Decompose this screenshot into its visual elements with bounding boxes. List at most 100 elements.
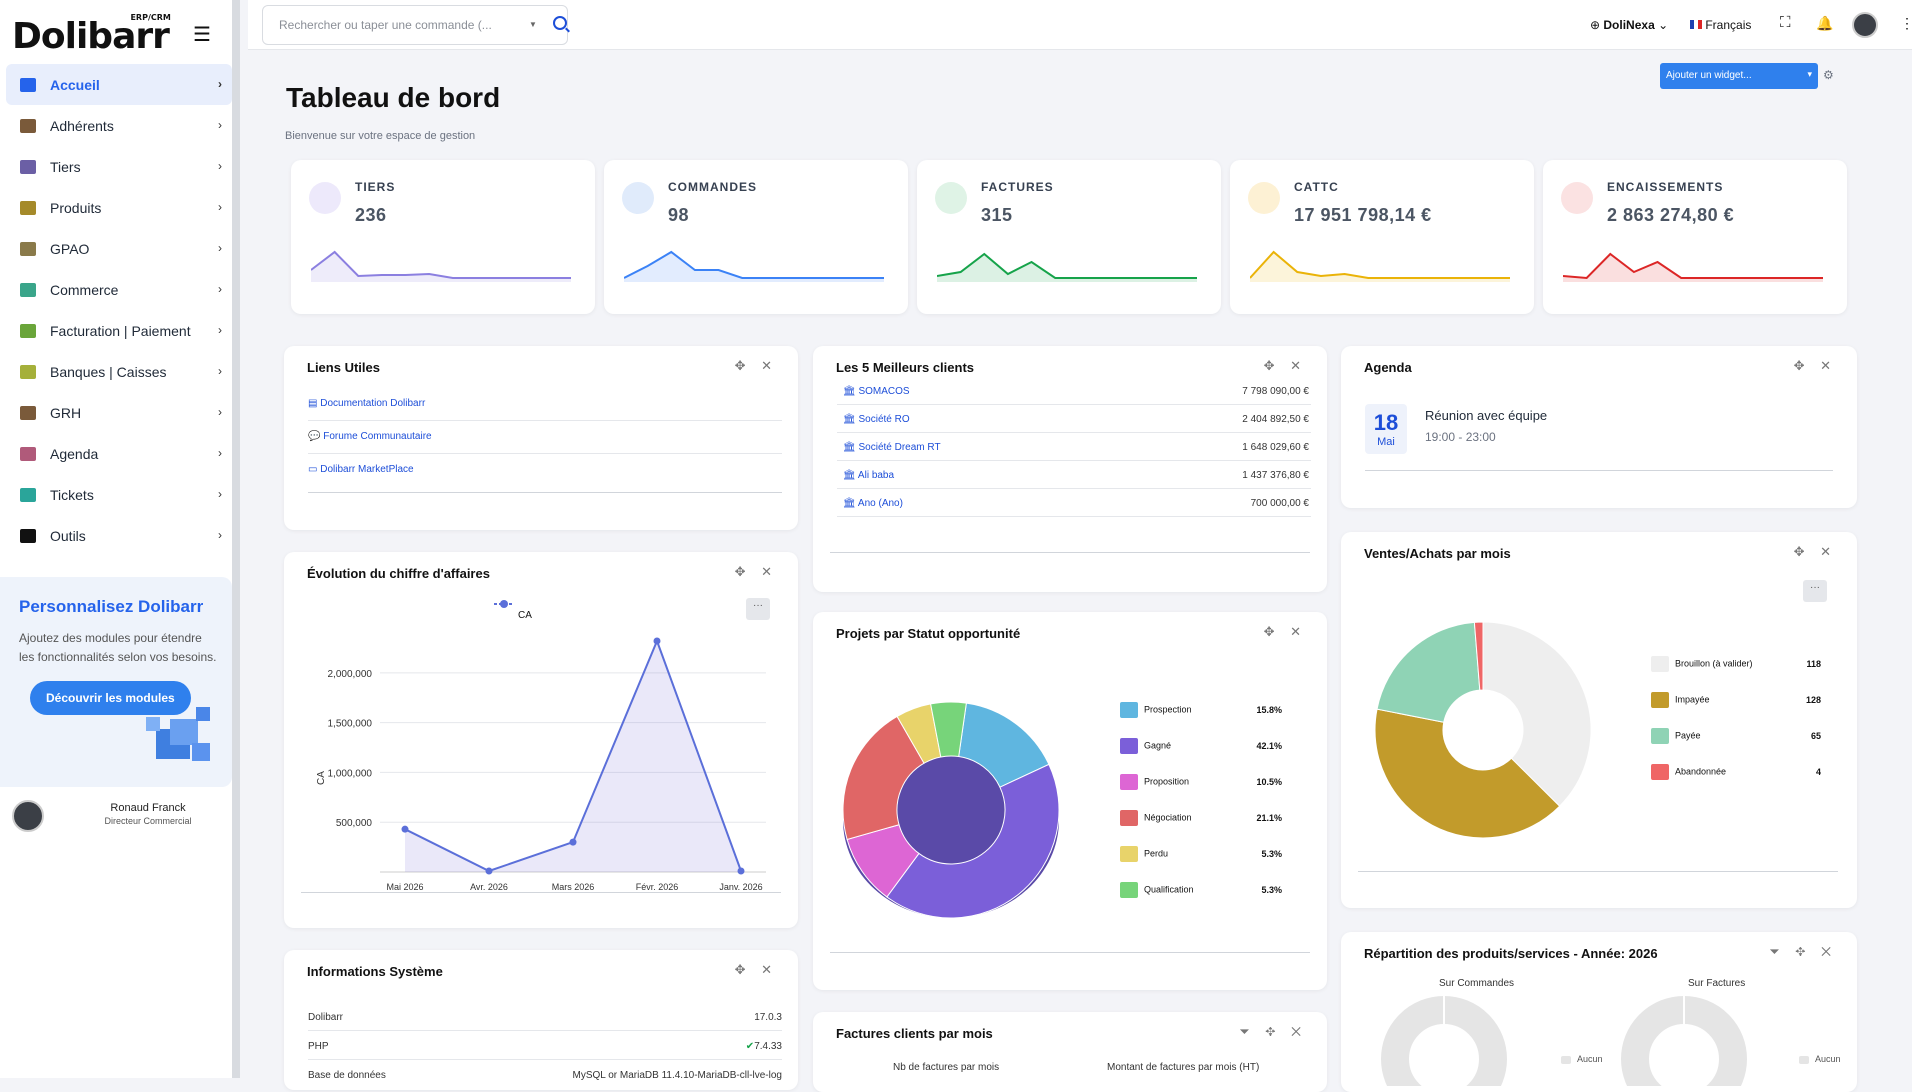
menu-item-icon bbox=[20, 118, 36, 133]
widget-controls[interactable]: ⏷ ✥ ✕ bbox=[1769, 944, 1837, 959]
sidebar-item-11[interactable]: Outils › bbox=[6, 515, 232, 556]
check-icon: ✔ bbox=[745, 1041, 755, 1052]
search-input[interactable]: Rechercher ou taper une commande (... ▼ bbox=[262, 5, 568, 45]
kpi-sparkline bbox=[1563, 252, 1823, 282]
kpi-card[interactable]: TIERS 236 bbox=[291, 160, 595, 314]
search-placeholder: Rechercher ou taper une commande (... bbox=[279, 18, 492, 32]
menu-toggle-icon[interactable]: ☰ bbox=[193, 24, 211, 46]
widget-controls[interactable]: ✥ ✕ bbox=[1263, 624, 1307, 639]
menu-item-icon bbox=[20, 323, 36, 338]
chevron-right-icon: › bbox=[218, 118, 222, 132]
legend-item[interactable]: Perdu 5.3% bbox=[1120, 846, 1282, 862]
event-date: 18 Mai bbox=[1365, 404, 1407, 454]
client-link[interactable]: 🏛 Société Dream RT bbox=[843, 442, 941, 453]
widget-controls[interactable]: ✥ ✕ bbox=[734, 962, 778, 977]
client-link[interactable]: 🏛 Société RO bbox=[843, 414, 910, 425]
bell-icon[interactable]: 🔔 bbox=[1816, 15, 1834, 31]
link-documentation[interactable]: ▤ Documentation Dolibarr bbox=[308, 398, 426, 409]
client-link[interactable]: 🏛 Ali baba bbox=[843, 470, 895, 481]
y-tick-label: 1,000,000 bbox=[328, 768, 373, 779]
logo[interactable]: Dolibarr ERP/CRM bbox=[12, 13, 171, 57]
legend-item[interactable]: Proposition 10.5% bbox=[1120, 774, 1282, 790]
data-point bbox=[737, 867, 745, 875]
chart-title-amount: Montant de factures par mois (HT) bbox=[1107, 1062, 1260, 1073]
pie-slice-5 bbox=[930, 701, 967, 758]
sidebar-item-5[interactable]: Commerce › bbox=[6, 269, 232, 310]
widget-controls[interactable]: ✥ ✕ bbox=[734, 564, 778, 579]
chevron-right-icon: › bbox=[218, 528, 222, 542]
kpi-icon bbox=[1248, 182, 1280, 214]
sidebar-item-label: GRH bbox=[50, 404, 82, 421]
sidebar-item-2[interactable]: Tiers › bbox=[6, 146, 232, 187]
client-link[interactable]: 🏛 Ano (Ano) bbox=[843, 498, 903, 509]
sidebar-item-3[interactable]: Produits › bbox=[6, 187, 232, 228]
kpi-label: CATTC bbox=[1294, 180, 1339, 194]
user-avatar[interactable] bbox=[1852, 12, 1878, 38]
discover-modules-button[interactable]: Découvrir les modules bbox=[30, 681, 191, 715]
avatar[interactable] bbox=[12, 800, 44, 832]
legend-item[interactable]: Gagné 42.1% bbox=[1120, 738, 1282, 754]
event-title[interactable]: Réunion avec équipe bbox=[1425, 408, 1548, 423]
chart-menu-button[interactable]: ··· bbox=[746, 598, 770, 620]
legend-item[interactable]: Abandonnée 4 bbox=[1651, 764, 1821, 780]
link-forum[interactable]: 💬 Forume Communautaire bbox=[308, 431, 432, 442]
widget-title: Factures clients par mois bbox=[836, 1026, 993, 1041]
promo-title: Personnalisez Dolibarr bbox=[19, 597, 204, 616]
fullscreen-icon[interactable]: ⛶ bbox=[1780, 14, 1791, 31]
client-amount: 1 437 376,80 € bbox=[1242, 470, 1309, 481]
client-link[interactable]: 🏛 SOMACOS bbox=[843, 386, 910, 397]
data-point bbox=[485, 867, 493, 875]
sidebar-item-10[interactable]: Tickets › bbox=[6, 474, 232, 515]
widget-controls[interactable]: ✥ ✕ bbox=[1793, 544, 1837, 559]
customer-invoices-widget: Factures clients par mois ⏷ ✥ ✕ Nb de fa… bbox=[813, 1012, 1327, 1092]
y-tick-label: 500,000 bbox=[336, 818, 373, 829]
sidebar-item-8[interactable]: GRH › bbox=[6, 392, 232, 433]
widget-controls[interactable]: ✥ ✕ bbox=[734, 358, 778, 373]
legend-item[interactable]: Brouillon (à valider) 118 bbox=[1651, 656, 1821, 672]
link-marketplace[interactable]: ▭ Dolibarr MarketPlace bbox=[308, 464, 414, 475]
language-selector[interactable]: Français bbox=[1690, 18, 1751, 32]
widget-controls[interactable]: ✥ ✕ bbox=[1793, 358, 1837, 373]
menu-item-icon bbox=[20, 364, 36, 379]
chevron-down-icon[interactable]: ▼ bbox=[529, 20, 537, 29]
sidebar-item-0[interactable]: Accueil › bbox=[6, 64, 232, 105]
search-icon[interactable] bbox=[553, 16, 567, 30]
sidebar-item-label: Outils bbox=[50, 527, 86, 544]
orders-chart-title: Sur Commandes bbox=[1439, 978, 1515, 989]
page-subtitle: Bienvenue sur votre espace de gestion bbox=[285, 130, 476, 142]
widget-title: Agenda bbox=[1364, 360, 1412, 375]
kpi-card[interactable]: ENCAISSEMENTS 2 863 274,80 € bbox=[1543, 160, 1847, 314]
legend-label: CA bbox=[518, 610, 532, 621]
kpi-label: COMMANDES bbox=[668, 180, 757, 194]
sidebar-item-6[interactable]: Facturation | Paiement › bbox=[6, 310, 232, 351]
widget-controls[interactable]: ✥ ✕ bbox=[1263, 358, 1307, 373]
kpi-card[interactable]: FACTURES 315 bbox=[917, 160, 1221, 314]
puzzle-icon bbox=[146, 707, 210, 761]
widget-controls[interactable]: ⏷ ✥ ✕ bbox=[1239, 1024, 1307, 1039]
legend-item[interactable]: Impayée 128 bbox=[1651, 692, 1821, 708]
kpi-card[interactable]: COMMANDES 98 bbox=[604, 160, 908, 314]
gear-icon[interactable]: ⚙ bbox=[1823, 68, 1834, 82]
chevron-right-icon: › bbox=[218, 364, 222, 378]
kpi-card[interactable]: CATTC 17 951 798,14 € bbox=[1230, 160, 1534, 314]
chevron-right-icon: › bbox=[218, 446, 222, 460]
revenue-line-chart: 2,000,000 1,500,000 1,000,000 500,000 Mai 20… bbox=[316, 600, 766, 892]
sidebar-item-7[interactable]: Banques | Caisses › bbox=[6, 351, 232, 392]
legend-item[interactable]: Payée 65 bbox=[1651, 728, 1821, 744]
user-profile[interactable]: Ronaud Franck Directeur Commercial bbox=[12, 800, 232, 834]
legend-item[interactable]: Négociation 21.1% bbox=[1120, 810, 1282, 826]
y-tick-label: 1,500,000 bbox=[328, 719, 373, 730]
chevron-right-icon: › bbox=[218, 282, 222, 296]
sidebar-item-9[interactable]: Agenda › bbox=[6, 433, 232, 474]
more-vertical-icon[interactable]: ⋮ bbox=[1900, 15, 1912, 31]
legend-item[interactable]: Prospection 15.8% bbox=[1120, 702, 1282, 718]
legend-item[interactable]: Qualification 5.3% bbox=[1120, 882, 1282, 898]
chart-menu-button[interactable]: ··· bbox=[1803, 580, 1827, 602]
sidebar-item-1[interactable]: Adhérents › bbox=[6, 105, 232, 146]
pie-slice-3 bbox=[842, 715, 925, 841]
add-widget-select[interactable]: Ajouter un widget... bbox=[1660, 63, 1818, 89]
kpi-sparkline bbox=[937, 252, 1197, 282]
sidebar-item-4[interactable]: GPAO › bbox=[6, 228, 232, 269]
company-selector[interactable]: ⊕ DoliNexa ⌄ bbox=[1590, 18, 1669, 32]
kpi-label: TIERS bbox=[355, 180, 396, 194]
